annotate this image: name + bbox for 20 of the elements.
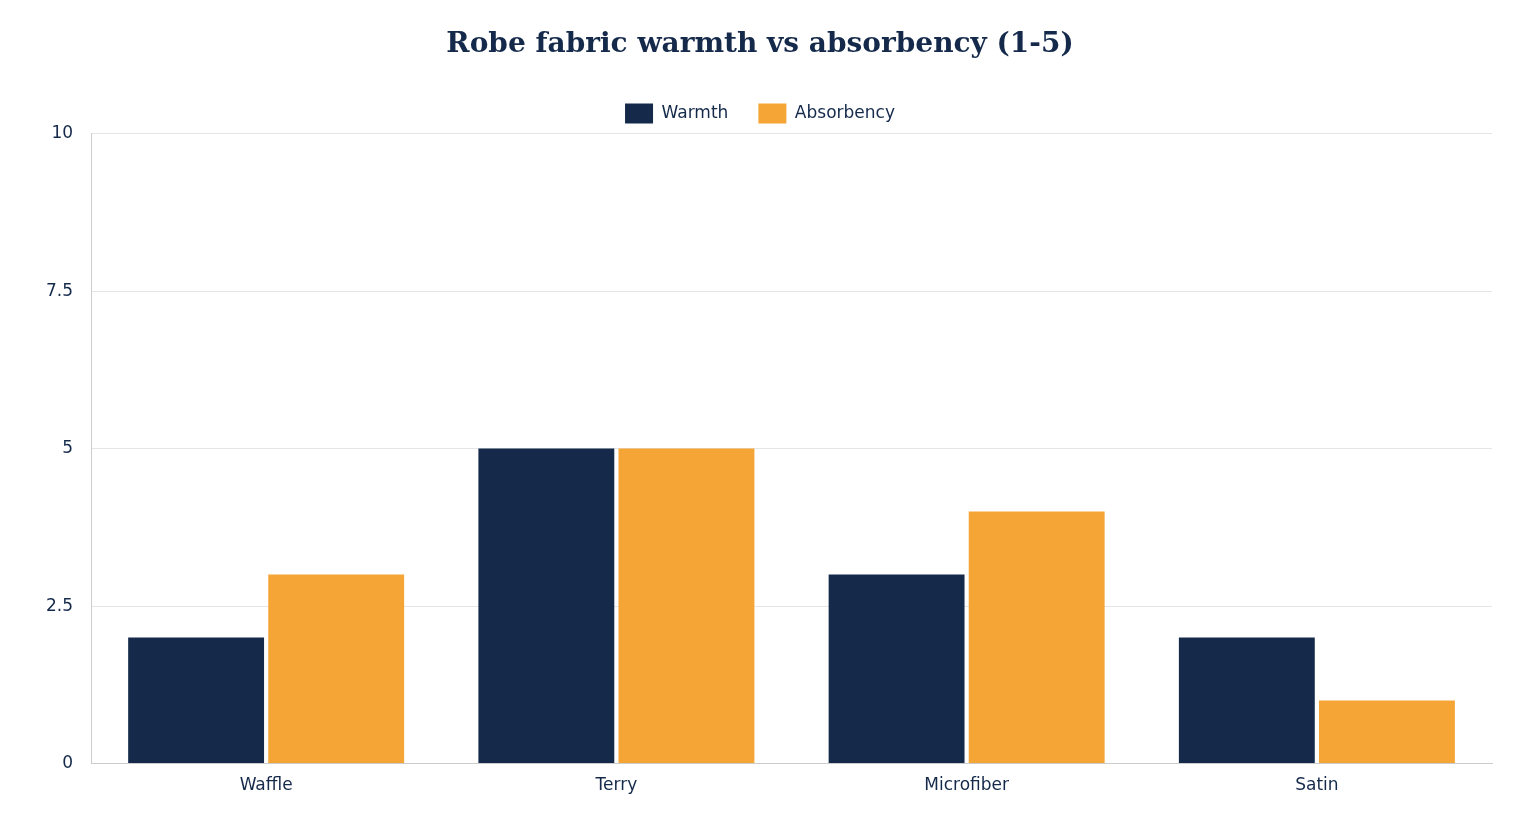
x-tick-label: Waffle	[239, 774, 293, 795]
x-tick-label: Satin	[1295, 774, 1339, 795]
y-tick-label: 7.5	[45, 279, 74, 300]
bar	[268, 574, 405, 764]
y-tick-label: 10	[51, 122, 74, 143]
x-tick-label: Microfiber	[924, 774, 1009, 795]
chart-title: Robe fabric warmth vs absorbency (1-5)	[446, 26, 1074, 60]
bar	[478, 448, 615, 764]
legend-label: Warmth	[661, 102, 729, 123]
x-tick-label: Terry	[594, 774, 638, 795]
bar	[128, 637, 265, 764]
bar	[1318, 700, 1455, 764]
y-tick-label: 2.5	[45, 594, 74, 615]
y-tick-label: 5	[62, 437, 74, 458]
bar	[1178, 637, 1315, 764]
bar	[618, 448, 755, 764]
bar	[968, 511, 1105, 764]
legend-label: Absorbency	[794, 102, 895, 123]
bar	[828, 574, 965, 764]
y-tick-label: 0	[62, 752, 74, 773]
